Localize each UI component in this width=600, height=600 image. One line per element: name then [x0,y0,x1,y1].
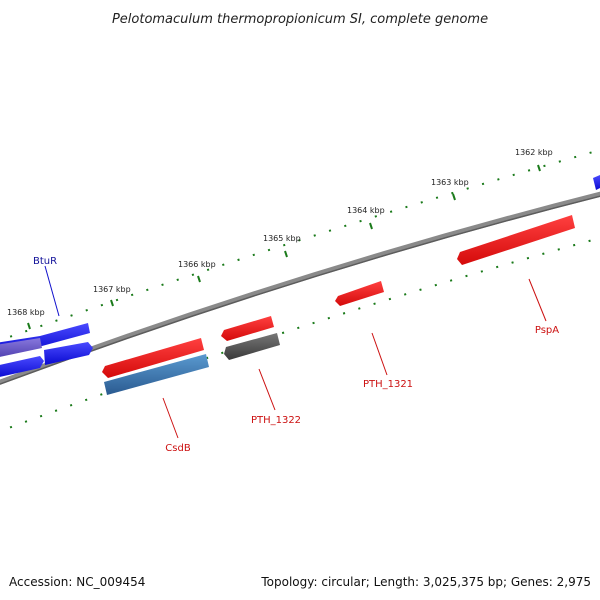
gene-arrow-steel[interactable] [104,354,209,395]
major-tick-1363 [452,193,456,201]
gene-label-pspa[interactable]: PspA [535,325,559,336]
gene-arrow-blue-edge[interactable] [593,175,600,190]
major-tick-1362 [537,164,541,172]
major-tick-1364 [369,222,373,230]
scale-label-1362: 1362 kbp [515,148,553,157]
leader-lines [44,265,547,439]
gene-arrow-gray[interactable] [224,333,280,360]
scale-label-1365: 1365 kbp [263,234,301,243]
scale-label-1364: 1364 kbp [347,206,385,215]
leader-csdb [162,397,179,439]
leader-pth1322 [258,368,276,411]
gene-label-btur[interactable]: BtuR [33,256,57,267]
scale-labels: 1362 kbp 1363 kbp 1364 kbp 1365 kbp 1366… [7,148,553,317]
gene-arrow-pth1321[interactable] [335,281,384,306]
major-tick-1367 [110,299,114,307]
scale-label-1366: 1366 kbp [178,260,216,269]
accession-text: Accession: NC_009454 [9,575,145,589]
gene-arrow-purple[interactable] [0,338,42,358]
major-tick-1368 [27,322,31,330]
leader-pth1321 [371,332,388,376]
gene-arrow-pspa[interactable] [457,215,575,265]
gene-arrow-pth1322[interactable] [221,316,274,341]
gene-arrow-blue-lower[interactable] [0,356,44,378]
major-tick-1366 [197,275,201,283]
inner-tick-ring [0,237,600,433]
genome-backbone [0,191,600,385]
gene-labels: BtuR PspA PTH_1321 PTH_1322 CsdB [33,256,559,454]
leader-btur [44,265,60,317]
leader-pspa [528,278,547,322]
gene-arrow-csdb[interactable] [102,338,204,378]
major-tick-1365 [284,250,288,258]
gene-label-csdb[interactable]: CsdB [165,443,191,454]
gene-label-pth1322[interactable]: PTH_1322 [251,415,301,426]
gene-arrow-blue-lower-2[interactable] [44,342,93,365]
scale-label-1368: 1368 kbp [7,308,45,317]
scale-label-1367: 1367 kbp [93,285,131,294]
gene-arrows [0,175,600,395]
genome-summary-text: Topology: circular; Length: 3,025,375 bp… [260,575,591,589]
major-ticks [27,164,541,330]
map-title: Pelotomaculum thermopropionicum SI, comp… [112,12,488,27]
scale-label-1363: 1363 kbp [431,178,469,187]
outer-tick-ring [0,149,600,342]
gene-label-pth1321[interactable]: PTH_1321 [363,379,413,390]
genome-backbone-shade [0,195,600,385]
